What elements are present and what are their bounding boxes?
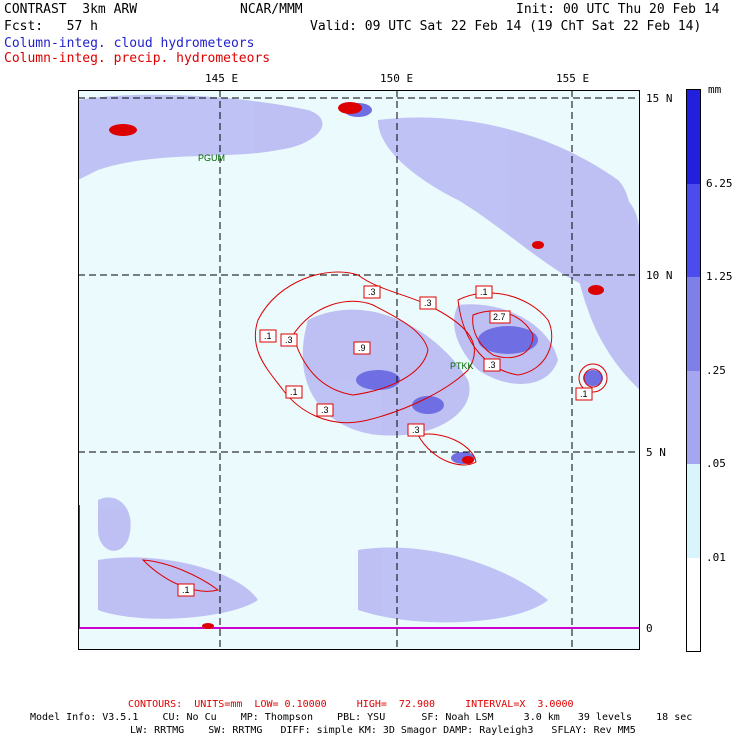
legend-label-1-25: 1.25 xyxy=(706,270,733,283)
legend-label-0-01: .01 xyxy=(706,551,726,564)
contour-label: .1 xyxy=(177,583,195,597)
contour-label-text: .3 xyxy=(412,425,420,435)
contour-label: .3 xyxy=(483,358,501,372)
cloud-field xyxy=(78,94,640,623)
forecast-map: .1 .3 .3 .1 .3 .9 2.7 .3 .1 .3 .1 .3 .1 … xyxy=(78,90,640,650)
legend-label-0-05: .05 xyxy=(706,457,726,470)
legend-swatch xyxy=(687,371,700,464)
valid-time: Valid: 09 UTC Sat 22 Feb 14 (19 ChT Sat … xyxy=(310,19,702,34)
legend-label-6-25: 6.25 xyxy=(706,177,733,190)
precip-core xyxy=(202,623,214,629)
legend-unit: mm xyxy=(708,83,722,96)
contour-label: .3 xyxy=(363,285,381,299)
lon-label-150: 150 E xyxy=(380,72,414,85)
lat-label-0: 0 xyxy=(646,622,653,635)
contour-label-text: .1 xyxy=(290,387,298,397)
precip-core xyxy=(109,124,137,136)
contour-label-text: .1 xyxy=(264,331,272,341)
model-title: CONTRAST 3km ARW xyxy=(4,2,138,17)
precip-cores xyxy=(109,102,604,629)
init-time: Init: 00 UTC Thu 20 Feb 14 xyxy=(516,2,720,17)
precip-core xyxy=(338,102,362,114)
cloud-patch xyxy=(572,187,640,390)
model-info-line2: LW: RRTMG SW: RRTMG DIFF: simple KM: 3D … xyxy=(130,725,636,736)
contour-line xyxy=(457,292,553,376)
contour-label: .1 xyxy=(575,387,593,401)
precip-core xyxy=(532,241,544,249)
contour-label: .1 xyxy=(285,385,303,399)
cloud-patch xyxy=(98,497,131,551)
station-pgum: PGUM xyxy=(198,153,225,163)
cloud-patch xyxy=(78,94,323,180)
contour-label-text: .3 xyxy=(424,298,432,308)
contour-info: CONTOURS: UNITS=mm LOW= 0.10000 HIGH= 72… xyxy=(128,699,574,710)
contour-label-text: .9 xyxy=(358,343,366,353)
org-label: NCAR/MMM xyxy=(240,2,303,17)
contour-label-text: 2.7 xyxy=(493,312,506,322)
contour-label: 2.7 xyxy=(489,310,511,324)
contour-label-text: .3 xyxy=(321,405,329,415)
contour-label: .9 xyxy=(353,341,371,355)
lon-label-145: 145 E xyxy=(205,72,239,85)
legend-swatch xyxy=(687,464,700,558)
field-cloud-label: Column-integ. cloud hydrometeors xyxy=(4,36,255,51)
contour-label-text: .3 xyxy=(488,360,496,370)
cloud-core xyxy=(412,396,444,414)
cloud-core xyxy=(356,370,400,390)
contour-label: .3 xyxy=(280,333,298,347)
contour-label: .1 xyxy=(475,285,493,299)
contour-line xyxy=(292,300,429,396)
cloud-patch xyxy=(378,117,632,290)
contour-label-text: .1 xyxy=(182,585,190,595)
legend-swatch xyxy=(687,184,700,277)
cloud-core xyxy=(478,326,538,354)
contour-label-text: .3 xyxy=(285,335,293,345)
contour-line xyxy=(583,368,603,388)
contour-label-text: .1 xyxy=(480,287,488,297)
cloud-core xyxy=(583,370,603,386)
contour-label: .3 xyxy=(419,296,437,310)
lon-label-155: 155 E xyxy=(556,72,590,85)
precip-core xyxy=(462,456,474,464)
field-precip-label: Column-integ. precip. hydrometeors xyxy=(4,51,271,66)
station-ptkk: PTKK xyxy=(450,361,474,371)
contour-label: .1 xyxy=(259,329,277,343)
color-legend xyxy=(686,89,701,652)
cloud-patch xyxy=(358,547,548,623)
lat-label-15n: 15 N xyxy=(646,92,673,105)
lat-label-10n: 10 N xyxy=(646,269,673,282)
grid-lines xyxy=(78,90,640,650)
precip-contours xyxy=(141,271,608,592)
contour-label-text: .1 xyxy=(580,389,588,399)
contour-label-text: .3 xyxy=(368,287,376,297)
legend-label-0-25: .25 xyxy=(706,364,726,377)
legend-swatch xyxy=(687,558,700,651)
contour-line xyxy=(417,433,477,466)
contour-labels: .1 .3 .3 .1 .3 .9 2.7 .3 .1 .3 .1 .3 .1 xyxy=(177,285,593,597)
map-frame xyxy=(78,90,640,650)
contour-line xyxy=(254,271,475,424)
legend-swatch xyxy=(687,277,700,371)
contour-line xyxy=(578,363,608,393)
precip-core xyxy=(588,285,604,295)
forecast-hour: Fcst: 57 h xyxy=(4,19,98,34)
contour-label: .3 xyxy=(407,423,425,437)
contour-line xyxy=(141,559,220,592)
legend-swatch xyxy=(687,90,700,184)
lat-label-5n: 5 N xyxy=(646,446,666,459)
model-info-line1: Model Info: V3.5.1 CU: No Cu MP: Thompso… xyxy=(30,712,693,723)
contour-label: .3 xyxy=(316,403,334,417)
